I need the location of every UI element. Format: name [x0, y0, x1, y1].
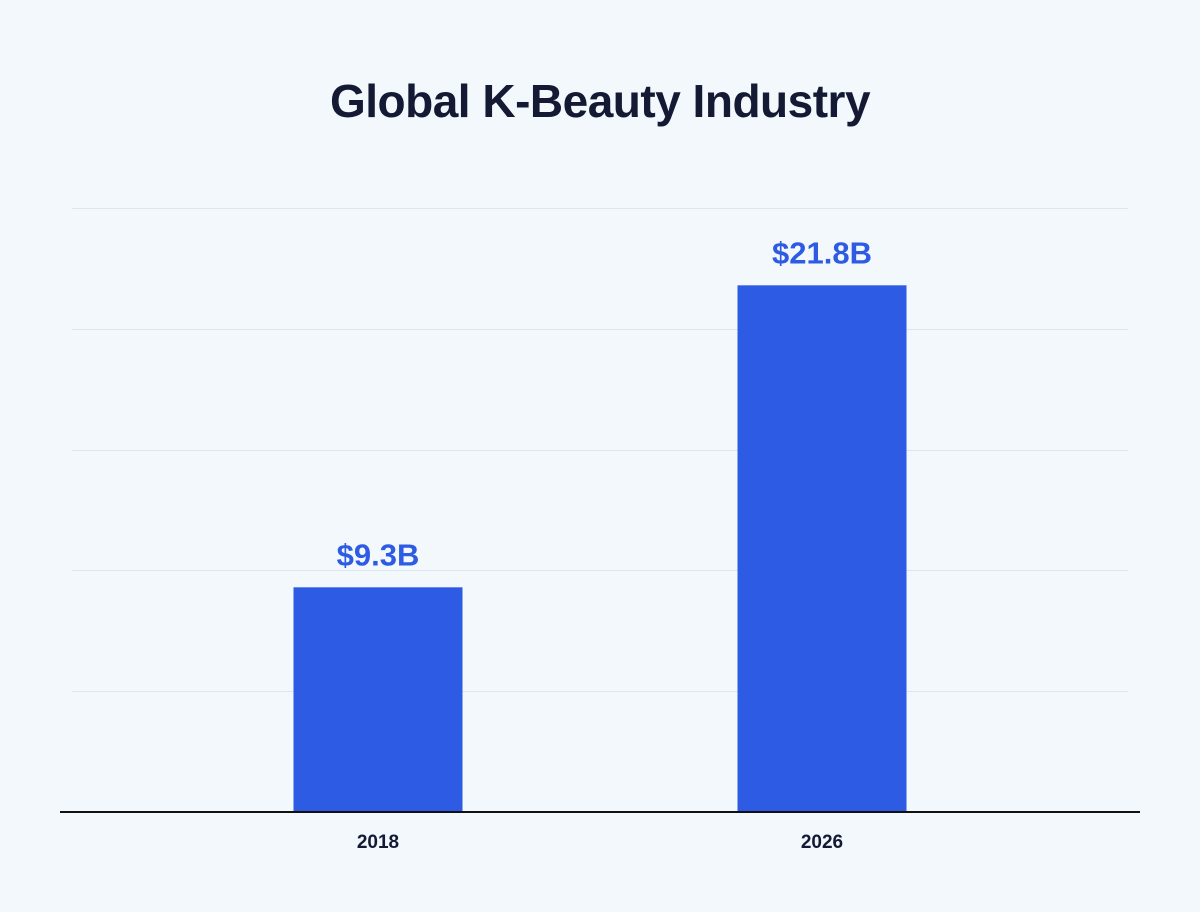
value-labels: $9.3B $21.8B [337, 235, 872, 572]
x-tick-labels: 2018 2026 [357, 832, 843, 853]
chart-title: Global K-Beauty Industry [329, 75, 871, 127]
x-tick-label-2026: 2026 [801, 832, 843, 853]
value-label-2018: $9.3B [337, 537, 420, 572]
value-label-2026: $21.8B [772, 235, 872, 270]
gridlines [72, 208, 1128, 692]
bar-2026 [737, 285, 907, 812]
bar-2018 [293, 587, 463, 812]
x-tick-label-2018: 2018 [357, 832, 399, 853]
bars [293, 285, 907, 812]
